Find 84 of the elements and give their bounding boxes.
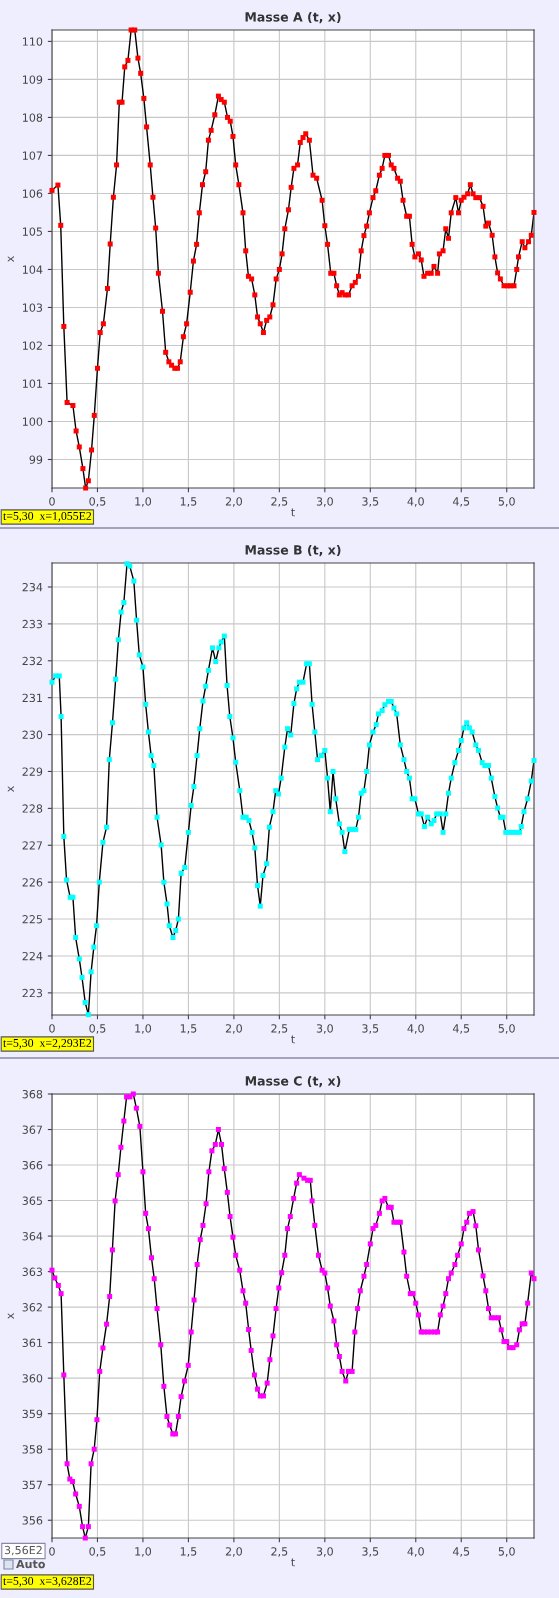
y-tick-label: 109 <box>22 75 43 84</box>
x-tick-label: 1,0 <box>135 497 152 507</box>
y-tick-label: 103 <box>22 303 43 312</box>
y-tick-label: 228 <box>22 804 43 813</box>
y-tick-label: 230 <box>22 730 43 739</box>
x-axis-title: t <box>291 508 295 517</box>
y-tick-label: 224 <box>22 951 43 961</box>
x-tick-label: 0 <box>49 497 55 506</box>
y-tick-label: 101 <box>22 379 42 388</box>
y-tick-label: 105 <box>22 227 42 236</box>
y-tick-label: 223 <box>22 988 43 998</box>
y-tick-label: 361 <box>22 1338 42 1348</box>
y-tick-label: 364 <box>22 1232 43 1241</box>
text: Auto <box>16 1559 45 1569</box>
y-axis-title: x <box>7 1313 14 1319</box>
x-tick-label: 4,0 <box>407 497 424 507</box>
y-axis-title: x <box>7 786 14 792</box>
y-tick-label: 110 <box>22 37 43 46</box>
x-tick-label: 2,0 <box>225 497 242 507</box>
y-tick-label: 368 <box>22 1089 43 1099</box>
chart-title: Masse A (t, x) <box>245 11 341 24</box>
x-tick-label: 3,0 <box>316 1547 333 1557</box>
y-tick-label: 227 <box>22 841 43 850</box>
text: t=5,30 x=2,293E2 <box>3 1038 92 1049</box>
y-tick-label: 358 <box>22 1445 43 1454</box>
x-tick-label: 3,0 <box>316 1024 333 1034</box>
y-tick-label: 231 <box>22 693 42 703</box>
y-tick-label: 366 <box>22 1161 43 1170</box>
y-tick-label: 100 <box>22 417 43 426</box>
x-tick-label: 3,0 <box>316 497 333 507</box>
text: 3,56E2 <box>4 1545 42 1556</box>
x-tick-label: 4,5 <box>452 1547 470 1557</box>
y-tick-label: 360 <box>22 1374 43 1383</box>
x-tick-label: 0,5 <box>89 1547 106 1557</box>
x-tick-label: 5,0 <box>498 497 515 507</box>
y-tick-label: 233 <box>22 619 43 629</box>
x-tick-label: 2,5 <box>271 1024 288 1034</box>
x-tick-label: 5,0 <box>498 1024 515 1034</box>
x-tick-label: 1,5 <box>180 1024 197 1034</box>
x-tick-label: 1,0 <box>135 1547 152 1557</box>
x-tick-label: 5,0 <box>498 1547 515 1557</box>
y-tick-label: 357 <box>22 1480 43 1490</box>
x-tick-label: 1,0 <box>135 1024 152 1034</box>
x-tick-label: 2,5 <box>271 497 288 507</box>
y-tick-label: 356 <box>22 1516 43 1525</box>
x-tick-label: 2,0 <box>225 1024 242 1034</box>
x-tick-label: 4,5 <box>452 497 470 507</box>
x-tick-label: 1,5 <box>180 497 197 507</box>
text: t=5,30 x=3,628E2 <box>3 1576 92 1587</box>
y-tick-label: 99 <box>29 455 43 464</box>
y-tick-label: 363 <box>22 1267 43 1276</box>
y-tick-label: 107 <box>22 151 43 160</box>
y-tick-label: 226 <box>22 878 43 887</box>
chart-title: Masse C (t, x) <box>245 1075 341 1088</box>
y-tick-label: 229 <box>22 767 43 776</box>
y-axis-title: x <box>7 256 14 262</box>
x-tick-label: 4,5 <box>452 1024 470 1034</box>
x-tick-label: 4,0 <box>407 1547 424 1557</box>
y-tick-label: 108 <box>22 113 43 122</box>
x-axis-title: t <box>291 1558 295 1567</box>
y-tick-label: 102 <box>22 341 42 350</box>
x-tick-label: 3,5 <box>362 497 379 507</box>
y-tick-label: 367 <box>22 1125 43 1134</box>
y-tick-label: 359 <box>22 1409 43 1419</box>
y-tick-label: 234 <box>22 582 43 592</box>
chart-title: Masse B (t, x) <box>245 544 341 557</box>
x-tick-label: 0 <box>49 1024 55 1033</box>
x-tick-label: 3,5 <box>362 1024 379 1034</box>
x-tick-label: 0,5 <box>89 1024 106 1034</box>
y-tick-label: 232 <box>22 656 42 666</box>
x-tick-label: 3,5 <box>362 1547 379 1557</box>
x-tick-label: 4,0 <box>407 1024 424 1034</box>
y-tick-label: 365 <box>22 1196 42 1205</box>
x-tick-label: 0,5 <box>89 497 106 507</box>
x-tick-label: 2,0 <box>225 1547 242 1557</box>
y-tick-label: 362 <box>22 1303 42 1312</box>
x-tick-label: 1,5 <box>180 1547 197 1557</box>
y-tick-label: 104 <box>22 265 43 274</box>
text: t=5,30 x=1,055E2 <box>3 511 92 522</box>
y-tick-label: 106 <box>22 189 43 198</box>
x-tick-label: 2,5 <box>271 1547 288 1557</box>
x-axis-title: t <box>291 1035 295 1044</box>
y-tick-label: 225 <box>22 915 42 924</box>
x-tick-label: 0 <box>49 1547 55 1556</box>
